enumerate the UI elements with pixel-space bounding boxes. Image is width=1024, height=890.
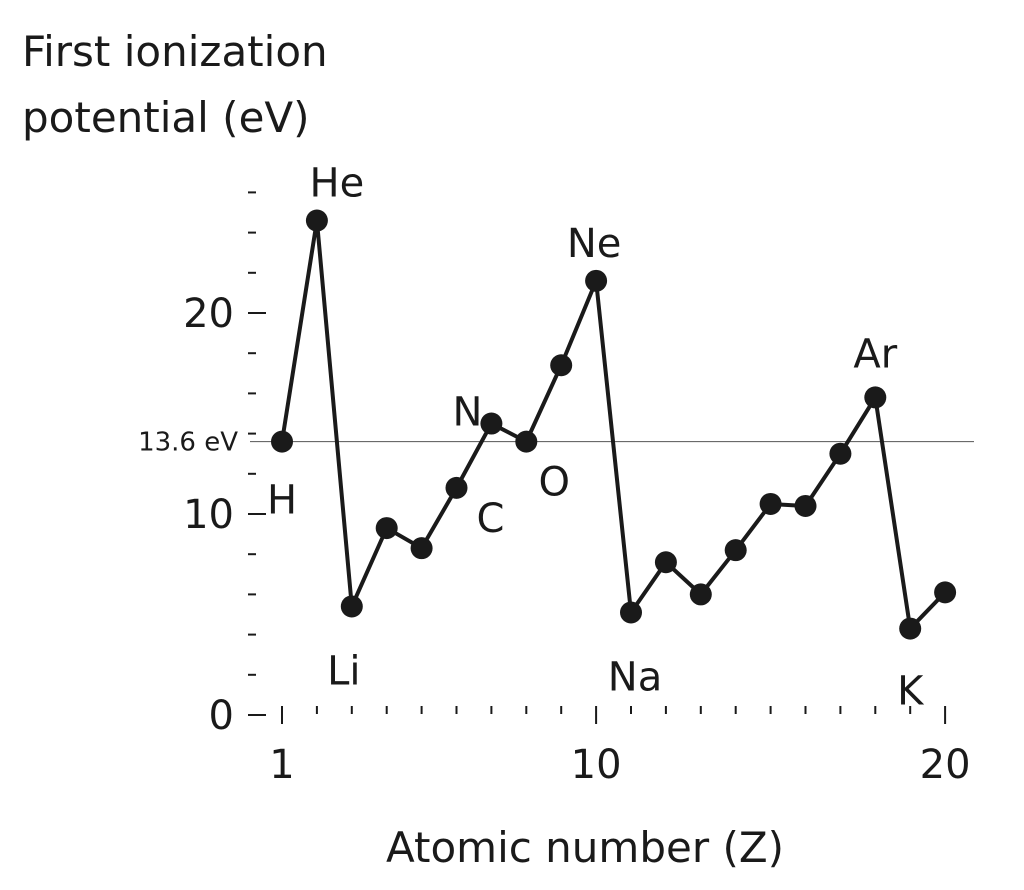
data-point <box>375 517 398 540</box>
y-tick-label: 0 <box>209 693 234 739</box>
element-label: C <box>477 496 505 542</box>
y-tick-label: 10 <box>183 492 234 538</box>
y-tick-label: 20 <box>183 291 234 337</box>
data-point <box>759 492 782 515</box>
data-point <box>724 539 747 562</box>
data-point <box>480 412 503 435</box>
x-tick-label: 10 <box>571 742 622 788</box>
data-point <box>934 581 957 604</box>
data-point <box>794 494 817 517</box>
data-point <box>550 354 573 377</box>
data-point <box>689 583 712 606</box>
x-axis-label: Atomic number (Z) <box>386 823 784 872</box>
y-axis-label-line-1: First ionization <box>22 27 328 76</box>
x-tick-label: 20 <box>920 742 971 788</box>
x-tick-label: 1 <box>269 742 294 788</box>
y-axis-label-line-2: potential (eV) <box>22 93 310 142</box>
element-label: K <box>897 669 925 715</box>
element-label: N <box>452 390 482 436</box>
data-point <box>654 551 677 574</box>
element-label: Ar <box>853 331 897 377</box>
data-point <box>305 209 328 232</box>
element-label: Ne <box>567 221 622 267</box>
data-point <box>340 595 363 618</box>
data-point <box>585 269 608 292</box>
ionization-series-line <box>280 218 947 631</box>
data-point <box>515 430 538 453</box>
data-point <box>829 442 852 465</box>
element-label: H <box>267 478 297 524</box>
element-label: O <box>539 460 570 506</box>
element-label: He <box>310 161 365 207</box>
reference-line-label: 13.6 eV <box>138 428 238 458</box>
data-point <box>271 430 293 453</box>
data-point <box>864 386 887 409</box>
element-label: Li <box>327 648 360 694</box>
data-point <box>620 601 642 624</box>
data-point <box>410 537 433 560</box>
data-point <box>899 617 922 640</box>
element-label: Na <box>608 654 662 700</box>
data-point <box>445 476 468 499</box>
